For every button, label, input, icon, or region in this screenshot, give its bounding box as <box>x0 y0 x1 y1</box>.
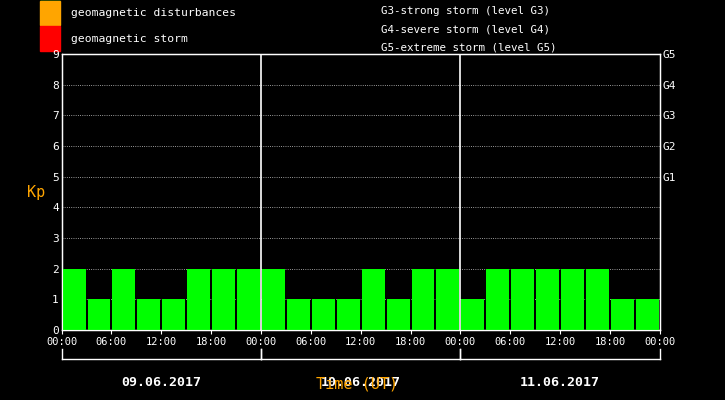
Bar <box>611 299 634 330</box>
Text: G4-severe storm (level G4): G4-severe storm (level G4) <box>381 24 550 34</box>
Bar <box>461 299 484 330</box>
Bar <box>187 269 210 330</box>
Bar <box>112 269 136 330</box>
Bar <box>436 269 460 330</box>
Bar <box>336 299 360 330</box>
Bar <box>40 1 60 25</box>
Bar <box>62 269 86 330</box>
Bar <box>486 269 509 330</box>
Text: 11.06.2017: 11.06.2017 <box>520 376 600 388</box>
Bar <box>212 269 235 330</box>
Bar <box>362 269 384 330</box>
Bar <box>162 299 185 330</box>
Text: geomagnetic disturbances: geomagnetic disturbances <box>71 8 236 18</box>
Bar <box>237 269 260 330</box>
Text: geomagnetic storm: geomagnetic storm <box>71 34 188 44</box>
Bar <box>262 269 285 330</box>
Bar <box>312 299 335 330</box>
Text: G3-strong storm (level G3): G3-strong storm (level G3) <box>381 6 550 16</box>
Text: Time (UT): Time (UT) <box>316 376 399 391</box>
Bar <box>40 26 60 50</box>
Bar <box>88 299 110 330</box>
Bar <box>137 299 160 330</box>
Bar <box>536 269 559 330</box>
Bar <box>386 299 410 330</box>
Text: 09.06.2017: 09.06.2017 <box>121 376 202 388</box>
Bar <box>636 299 659 330</box>
Bar <box>412 269 434 330</box>
Bar <box>561 269 584 330</box>
Text: G5-extreme storm (level G5): G5-extreme storm (level G5) <box>381 43 556 53</box>
Bar <box>287 299 310 330</box>
Text: 10.06.2017: 10.06.2017 <box>320 376 401 388</box>
Bar <box>511 269 534 330</box>
Bar <box>586 269 609 330</box>
Text: Kp: Kp <box>28 184 46 200</box>
